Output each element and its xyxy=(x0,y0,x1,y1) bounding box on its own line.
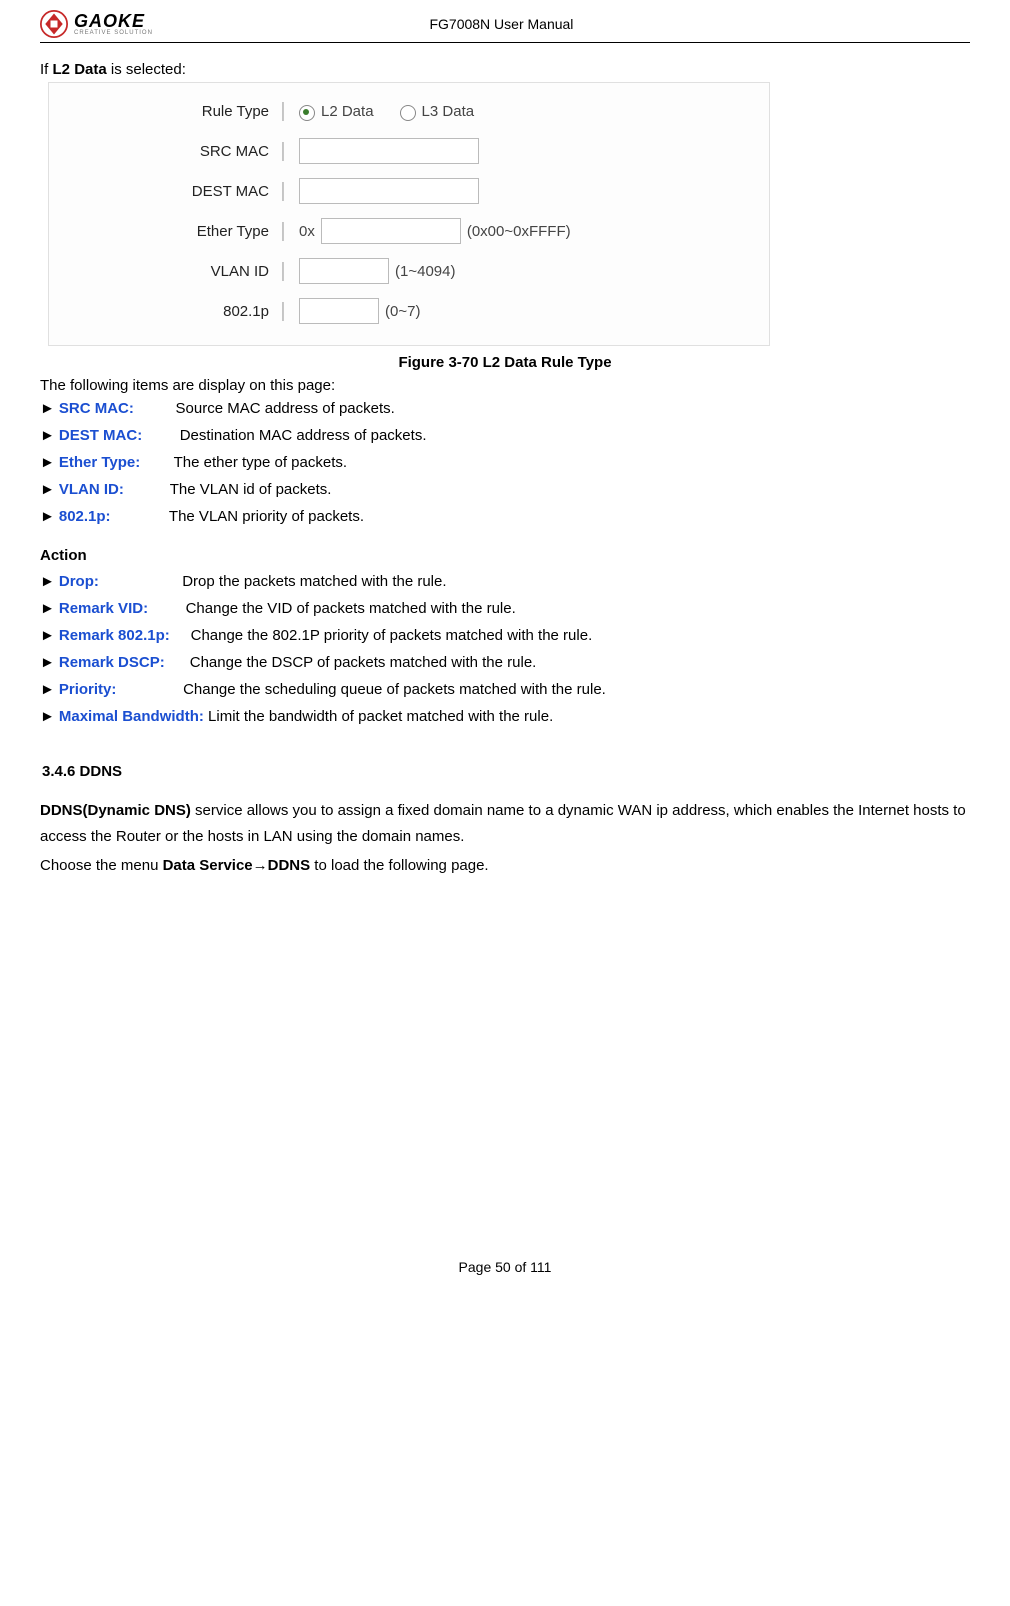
arrow-icon: ► xyxy=(40,451,55,475)
label-src-mac: SRC MAC xyxy=(49,143,277,160)
field-list: ►SRC MAC: Source MAC address of packets.… xyxy=(40,397,970,529)
input-dest-mac[interactable] xyxy=(299,178,479,204)
list-item: ►DEST MAC: Destination MAC address of pa… xyxy=(40,424,970,448)
term: Ether Type: xyxy=(59,454,140,471)
term-desc: The VLAN priority of packets. xyxy=(169,505,364,529)
term: DEST MAC: xyxy=(59,427,142,444)
term: 802.1p: xyxy=(59,508,111,525)
row-src-mac: SRC MAC | xyxy=(49,131,769,171)
list-item: ►Ether Type: The ether type of packets. xyxy=(40,451,970,475)
logo-icon xyxy=(40,10,68,38)
list-item: ►SRC MAC: Source MAC address of packets. xyxy=(40,397,970,421)
row-rule-type: Rule Type | L2 Data L3 Data xyxy=(49,91,769,131)
intro-bold: L2 Data xyxy=(53,61,107,78)
list-item: ►VLAN ID: The VLAN id of packets. xyxy=(40,478,970,502)
row-dest-mac: DEST MAC | xyxy=(49,171,769,211)
term-desc: Destination MAC address of packets. xyxy=(180,424,427,448)
arrow-icon: ► xyxy=(40,678,55,702)
p8021-hint: (0~7) xyxy=(385,303,420,320)
term-desc: The VLAN id of packets. xyxy=(170,478,332,502)
radio-l2-data[interactable] xyxy=(299,105,315,121)
term: VLAN ID: xyxy=(59,481,124,498)
input-ether-type[interactable] xyxy=(321,218,461,244)
ether-hint: (0x00~0xFFFF) xyxy=(467,223,571,240)
page-footer: Page 50 of 111 xyxy=(40,1259,970,1275)
label-rule-type: Rule Type xyxy=(49,103,277,120)
term: Priority: xyxy=(59,681,117,698)
intro-suffix: is selected: xyxy=(107,61,186,78)
list-item: ►802.1p: The VLAN priority of packets. xyxy=(40,505,970,529)
row-vlan-id: VLAN ID | (1~4094) xyxy=(49,251,769,291)
input-src-mac[interactable] xyxy=(299,138,479,164)
list-item: ►Drop: Drop the packets matched with the… xyxy=(40,570,970,594)
arrow-icon: ► xyxy=(40,505,55,529)
arrow-icon: ► xyxy=(40,597,55,621)
label-ether-type: Ether Type xyxy=(49,223,277,240)
figure-caption: Figure 3-70 L2 Data Rule Type xyxy=(40,354,970,371)
section-346-heading: 3.4.6 DDNS xyxy=(42,763,970,780)
term-desc: Change the scheduling queue of packets m… xyxy=(183,678,606,702)
row-ether-type: Ether Type | 0x (0x00~0xFFFF) xyxy=(49,211,769,251)
label-vlan-id: VLAN ID xyxy=(49,263,277,280)
term-desc: Change the 802.1P priority of packets ma… xyxy=(191,624,593,648)
term: Remark DSCP: xyxy=(59,654,165,671)
p2bold: Data Service→DDNS xyxy=(163,857,311,874)
ddns-bold: DDNS(Dynamic DNS) xyxy=(40,802,191,819)
label-dest-mac: DEST MAC xyxy=(49,183,277,200)
list-item: ►Remark VID: Change the VID of packets m… xyxy=(40,597,970,621)
document-title: FG7008N User Manual xyxy=(153,16,970,32)
label-8021p: 802.1p xyxy=(49,303,277,320)
term: SRC MAC: xyxy=(59,400,134,417)
ddns-paragraph-2: Choose the menu Data Service→DDNS to loa… xyxy=(40,853,970,879)
p2a: Choose the menu xyxy=(40,857,163,874)
term: Remark VID: xyxy=(59,600,148,617)
arrow-icon: ► xyxy=(40,651,55,675)
list-item: ►Priority: Change the scheduling queue o… xyxy=(40,678,970,702)
action-list: ►Drop: Drop the packets matched with the… xyxy=(40,570,970,729)
term: Maximal Bandwidth: xyxy=(59,708,204,725)
intro-prefix: If xyxy=(40,61,53,78)
term-desc: Source MAC address of packets. xyxy=(176,397,395,421)
action-heading: Action xyxy=(40,547,970,564)
row-8021p: 802.1p | (0~7) xyxy=(49,291,769,331)
term-desc: Drop the packets matched with the rule. xyxy=(182,570,446,594)
radio-l3-label: L3 Data xyxy=(422,103,475,120)
list-intro: The following items are display on this … xyxy=(40,377,970,394)
p2b: to load the following page. xyxy=(310,857,488,874)
arrow-icon: ► xyxy=(40,705,55,729)
arrow-icon: ► xyxy=(40,570,55,594)
input-8021p[interactable] xyxy=(299,298,379,324)
term-desc: The ether type of packets. xyxy=(174,451,347,475)
arrow-icon: ► xyxy=(40,478,55,502)
term: Remark 802.1p: xyxy=(59,627,170,644)
input-vlan-id[interactable] xyxy=(299,258,389,284)
term: Drop: xyxy=(59,573,99,590)
term-desc: Change the VID of packets matched with t… xyxy=(186,597,516,621)
arrow-icon: ► xyxy=(40,397,55,421)
intro-line: If L2 Data is selected: xyxy=(40,61,970,78)
list-item: ►Remark 802.1p: Change the 802.1P priori… xyxy=(40,624,970,648)
logo-name: GAOKE xyxy=(74,12,153,30)
arrow-icon: ► xyxy=(40,424,55,448)
logo: GAOKE CREATIVE SOLUTION xyxy=(40,10,153,38)
arrow-icon: ► xyxy=(40,624,55,648)
term-desc: Change the DSCP of packets matched with … xyxy=(190,651,537,675)
radio-l2-label: L2 Data xyxy=(321,103,374,120)
term-desc: Limit the bandwidth of packet matched wi… xyxy=(208,705,553,729)
vlan-hint: (1~4094) xyxy=(395,263,455,280)
list-item: ►Remark DSCP: Change the DSCP of packets… xyxy=(40,651,970,675)
separator-icon: | xyxy=(277,100,289,123)
logo-subtitle: CREATIVE SOLUTION xyxy=(74,30,153,36)
page-header: GAOKE CREATIVE SOLUTION FG7008N User Man… xyxy=(40,10,970,43)
rule-type-screenshot: Rule Type | L2 Data L3 Data SRC MAC | DE… xyxy=(48,82,770,346)
list-item: ►Maximal Bandwidth: Limit the bandwidth … xyxy=(40,705,970,729)
page: GAOKE CREATIVE SOLUTION FG7008N User Man… xyxy=(0,0,1010,1295)
radio-l3-data[interactable] xyxy=(400,105,416,121)
ether-prefix: 0x xyxy=(299,223,315,240)
ddns-paragraph-1: DDNS(Dynamic DNS) service allows you to … xyxy=(40,798,970,849)
